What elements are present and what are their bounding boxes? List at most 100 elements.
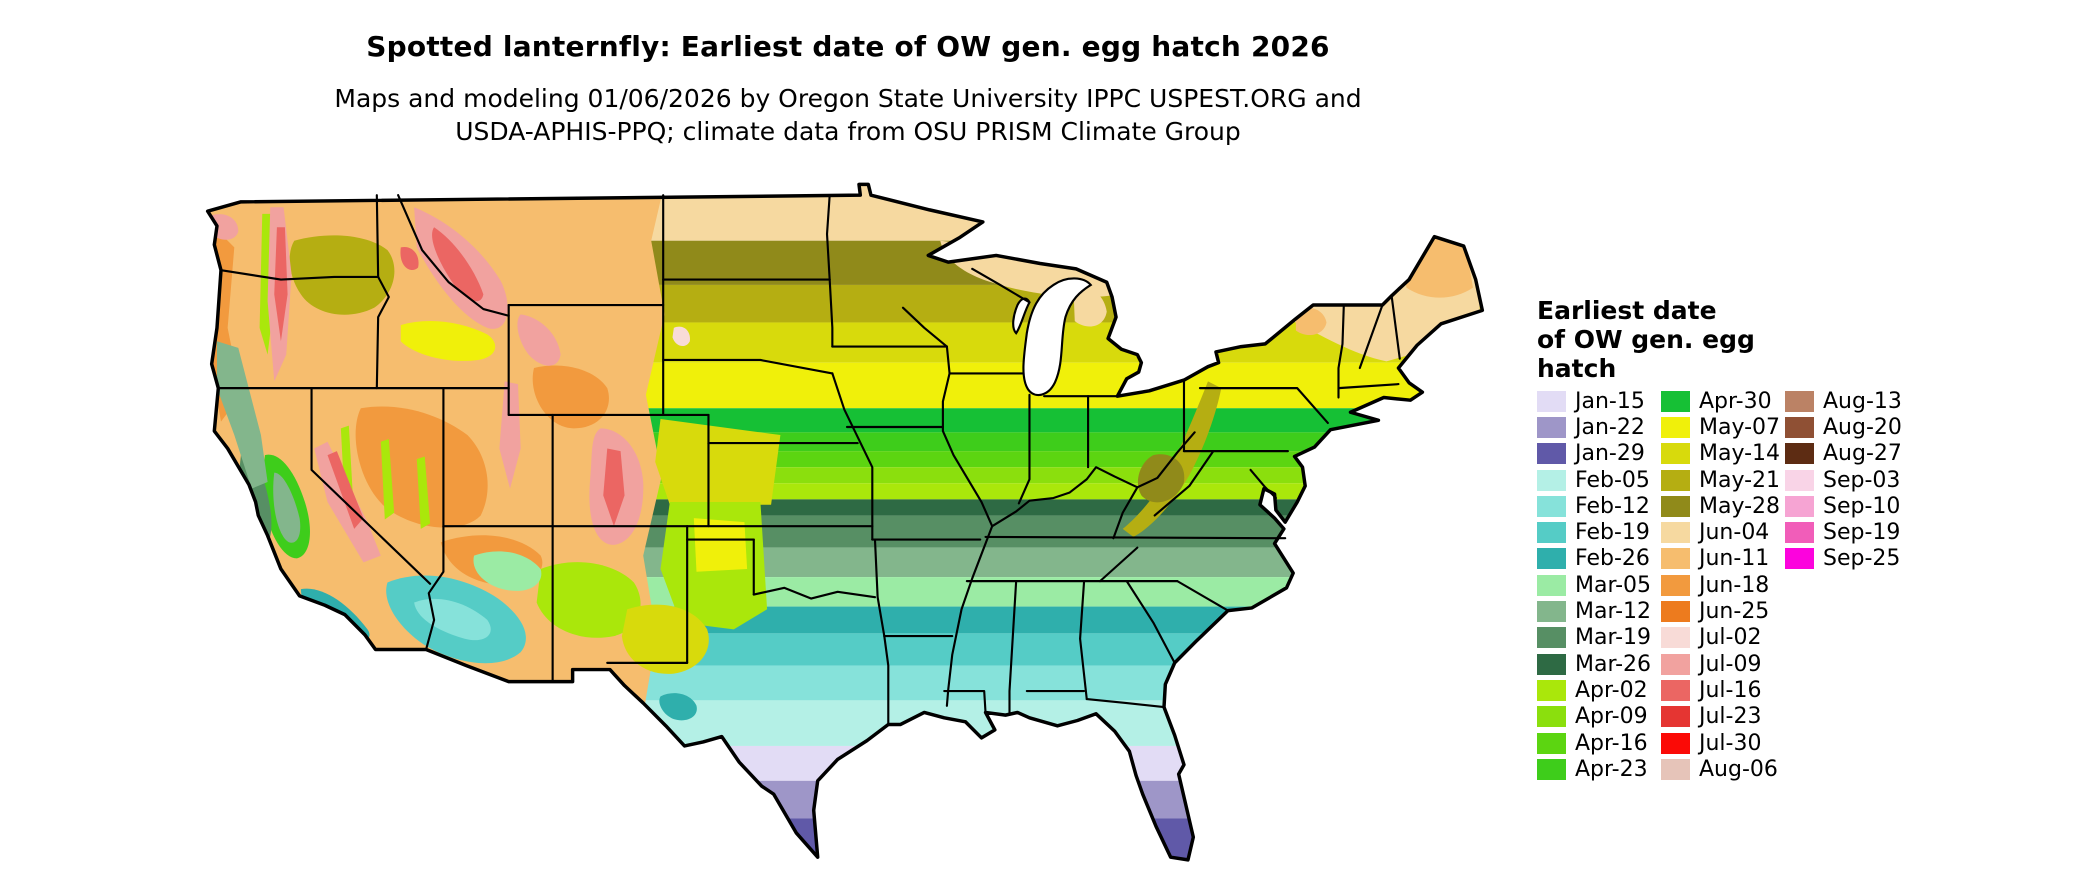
map-shape [1337, 303, 1345, 399]
map-shape [1112, 486, 1139, 540]
map-shape [517, 314, 561, 366]
map-shape [655, 418, 781, 505]
legend-entry: Apr-09 [1537, 704, 1661, 730]
legend-entry: Feb-12 [1537, 493, 1661, 519]
map-shape [207, 665, 1483, 701]
legend-swatch [1537, 443, 1566, 465]
legend-swatch [1537, 653, 1566, 675]
map-shape [603, 448, 625, 527]
map-shape [310, 387, 432, 585]
us-outline [205, 182, 1485, 862]
legend-entry: Sep-25 [1785, 546, 1909, 572]
map-shape [380, 439, 395, 520]
map-shape [532, 365, 609, 429]
legend-label: Mar-19 [1575, 625, 1652, 651]
map-shape [207, 745, 1483, 781]
legend-swatch [1661, 416, 1690, 438]
legend-label: Jul-02 [1699, 625, 1762, 651]
legend-entry: Aug-20 [1785, 414, 1909, 440]
legend-column: Jan-15 Jan-22 Jan-29 Feb-05 Feb-12 Feb-19 Feb-… [1537, 388, 1661, 782]
legend-label: Aug-27 [1823, 441, 1902, 467]
legend-entry: Jan-29 [1537, 441, 1661, 467]
legend-swatch [1785, 469, 1814, 491]
map-shape [1198, 387, 1329, 425]
legend-entry: Aug-27 [1785, 441, 1909, 467]
legend-swatch [1785, 390, 1814, 412]
map-title: Spotted lanternfly: Earliest date of OW … [366, 30, 1330, 63]
subtitle-line-2: USDA-APHIS-PPQ; climate data from OSU PR… [455, 117, 1241, 146]
legend-label: Jun-25 [1699, 599, 1770, 625]
legend-entry: Apr-16 [1537, 730, 1661, 756]
map-shape [831, 372, 874, 541]
legend-label: Sep-19 [1823, 520, 1901, 546]
legend-label: May-14 [1699, 441, 1781, 467]
map-shape [1337, 383, 1400, 390]
map-shape [1153, 450, 1215, 517]
legend-swatch [1661, 601, 1690, 623]
legend-label: Jul-23 [1699, 704, 1762, 730]
legend-title-line-2: of OW gen. egg [1537, 325, 1755, 354]
legend-swatch [1537, 548, 1566, 570]
map-shape [400, 246, 419, 271]
legend-entry: Feb-19 [1537, 519, 1661, 545]
legend-swatch [1785, 548, 1814, 570]
legend-label: Jun-18 [1699, 572, 1770, 598]
legend-entry: Jun-18 [1661, 572, 1785, 598]
legend-swatch [1661, 443, 1690, 465]
legend-label: Sep-25 [1823, 546, 1901, 572]
map-shape [1122, 381, 1222, 537]
legend-swatch [1537, 469, 1566, 491]
map-shape [662, 358, 834, 375]
map-shape [1099, 546, 1139, 583]
map-shape [1137, 454, 1185, 503]
map-shape [432, 227, 484, 302]
map-shape [1125, 580, 1176, 664]
legend-entry: Jun-25 [1661, 598, 1785, 624]
legend-entry: Jun-04 [1661, 519, 1785, 545]
legend-label: Apr-02 [1575, 677, 1648, 703]
legend-label: Apr-16 [1575, 730, 1648, 756]
map-shape [400, 321, 496, 361]
legend-label: Jan-29 [1575, 441, 1645, 467]
map-shape [207, 818, 1483, 860]
map-shape [1079, 580, 1088, 701]
legend-swatch [1537, 706, 1566, 728]
legend-swatch [1537, 495, 1566, 517]
legend-entry: Apr-23 [1537, 756, 1661, 782]
legend-label: Aug-13 [1823, 388, 1902, 414]
map-shape [207, 700, 1483, 746]
subtitle-line-1: Maps and modeling 01/06/2026 by Oregon S… [334, 84, 1362, 113]
legend-swatch [1537, 758, 1566, 780]
legend-entry: Sep-19 [1785, 519, 1909, 545]
legend-entry: May-21 [1661, 467, 1785, 493]
legend-swatch [1537, 627, 1566, 649]
map-shape [971, 267, 1031, 304]
legend-label: Mar-05 [1575, 572, 1652, 598]
legend-swatch [1785, 495, 1814, 517]
legend-entry: Jul-09 [1661, 651, 1785, 677]
legend-entry: Mar-19 [1537, 625, 1661, 651]
legend-swatch [1661, 469, 1690, 491]
map-subtitle: Maps and modeling 01/06/2026 by Oregon S… [0, 82, 1696, 148]
legend-label: May-07 [1699, 414, 1781, 440]
legend-label: Jan-15 [1575, 388, 1645, 414]
map-shape [943, 689, 987, 714]
legend-entry: Mar-12 [1537, 598, 1661, 624]
map-shape [375, 194, 390, 390]
us-map [205, 182, 1485, 862]
legend-swatch [1537, 522, 1566, 544]
map-shape [825, 194, 834, 348]
map-shape [416, 456, 431, 529]
legend-swatch [1537, 732, 1566, 754]
map-shape [1008, 580, 1018, 714]
legend-label: Aug-20 [1823, 414, 1902, 440]
us-map-canvas [201, 167, 1493, 884]
legend-label: Jan-22 [1575, 414, 1645, 440]
legend-entry: Jan-15 [1537, 388, 1661, 414]
legend-entry: Mar-26 [1537, 651, 1661, 677]
legend-label: May-21 [1699, 467, 1781, 493]
legend-entry: Jul-02 [1661, 625, 1785, 651]
legend-label: Mar-12 [1575, 599, 1652, 625]
legend-entry: Jun-11 [1661, 546, 1785, 572]
